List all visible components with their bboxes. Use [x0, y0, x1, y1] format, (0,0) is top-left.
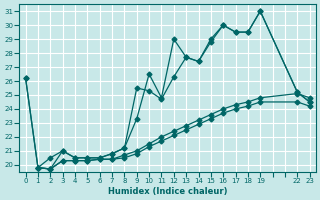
X-axis label: Humidex (Indice chaleur): Humidex (Indice chaleur) — [108, 187, 228, 196]
